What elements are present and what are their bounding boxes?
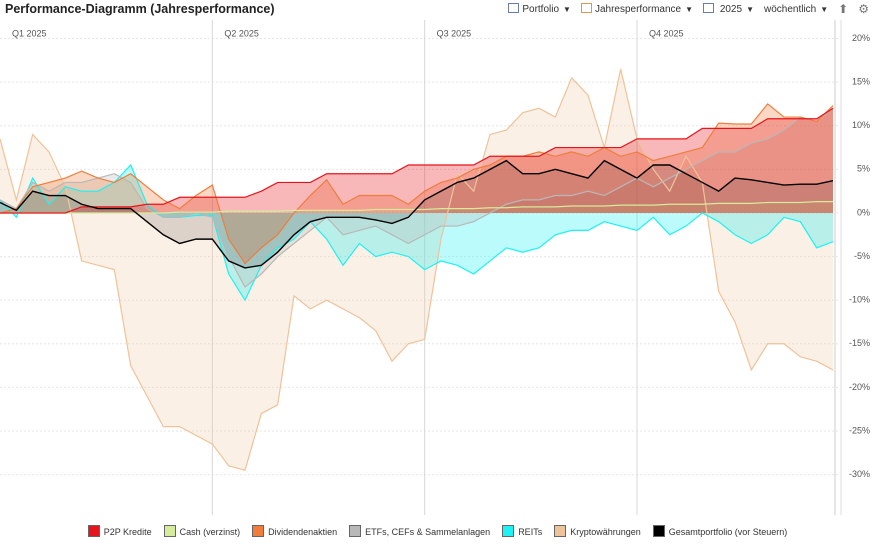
legend: P2P Kredite Cash (verzinst) Dividendenakti… — [0, 525, 875, 537]
y-tick-label: -30% — [849, 469, 870, 479]
area — [0, 165, 833, 301]
legend-swatch — [349, 525, 362, 537]
line — [0, 159, 834, 269]
toolbar: Portfolio ▼ Jahresperformance ▼ 2025 ▼ wöch… — [508, 2, 869, 16]
area — [0, 160, 833, 268]
y-tick-label: -25% — [849, 425, 870, 435]
legend-label: Gesamtportfolio (vor Steuern) — [668, 527, 788, 537]
y-tick-label: -5% — [854, 251, 870, 261]
legend-label: Cash (verzinst) — [179, 527, 241, 537]
label: wöchentlich — [763, 3, 817, 15]
settings-button[interactable]: ⚙ — [858, 2, 869, 16]
legend-item[interactable]: P2P Kredite — [87, 525, 152, 537]
label: 2025 — [719, 4, 743, 15]
label: Portfolio — [522, 4, 560, 15]
export-button[interactable]: ⬆ — [838, 2, 849, 16]
line — [0, 107, 834, 289]
line — [0, 163, 834, 302]
y-tick-label: 5% — [857, 164, 870, 174]
legend-item[interactable]: ETFs, CEFs & Sammelanlagen — [349, 525, 490, 537]
label: Jahresperformance — [594, 4, 682, 15]
legend-item[interactable]: Gesamtportfolio (vor Steuern) — [652, 525, 788, 537]
legend-item[interactable]: Cash (verzinst) — [163, 525, 241, 537]
area — [0, 103, 833, 264]
y-tick-label: -15% — [849, 338, 870, 348]
legend-item[interactable]: Dividendenaktien — [252, 525, 337, 537]
area — [0, 201, 833, 213]
mode-select[interactable]: Jahresperformance ▼ — [580, 3, 693, 15]
y-tick-label: 15% — [852, 77, 870, 87]
legend-label: Kryptowährungen — [570, 527, 641, 537]
year-select[interactable]: 2025 ▼ — [703, 3, 754, 15]
line — [0, 107, 834, 214]
area — [0, 69, 833, 471]
chart-title: Performance-Diagramm (Jahresperformance) — [5, 2, 275, 16]
legend-swatch — [252, 525, 265, 537]
legend-item[interactable]: REITs — [502, 525, 542, 537]
legend-item[interactable]: Kryptowährungen — [554, 525, 641, 537]
legend-swatch — [502, 525, 515, 537]
legend-swatch — [87, 525, 100, 537]
area — [0, 108, 833, 288]
y-tick-label: -10% — [849, 295, 870, 305]
y-tick-label: 0% — [857, 207, 870, 217]
y-tick-label: 10% — [852, 120, 870, 130]
y-tick-label: -20% — [849, 382, 870, 392]
legend-swatch — [652, 525, 665, 537]
chart: 20% 15% 10% 5% 0% -5% -10% -15% -20% -25% -30% Q1 2… — [0, 20, 870, 515]
legend-swatch — [163, 525, 176, 537]
line — [0, 103, 834, 265]
x-tick-label: Q4 2025 — [649, 28, 684, 38]
portfolio-select[interactable]: Portfolio ▼ — [508, 3, 571, 15]
legend-label: REITs — [518, 527, 543, 537]
x-tick-label: Q2 2025 — [224, 28, 259, 38]
interval-select[interactable]: wöchentlich ▼ — [763, 3, 829, 15]
legend-label: Dividendenaktien — [268, 527, 338, 537]
legend-swatch — [554, 525, 567, 537]
legend-label: ETFs, CEFs & Sammelanlagen — [365, 527, 491, 537]
area — [0, 108, 833, 213]
legend-label: P2P Kredite — [103, 527, 152, 537]
y-tick-label: 20% — [852, 33, 870, 43]
x-tick-label: Q3 2025 — [437, 28, 472, 38]
x-tick-label: Q1 2025 — [12, 28, 47, 38]
line — [0, 68, 834, 471]
